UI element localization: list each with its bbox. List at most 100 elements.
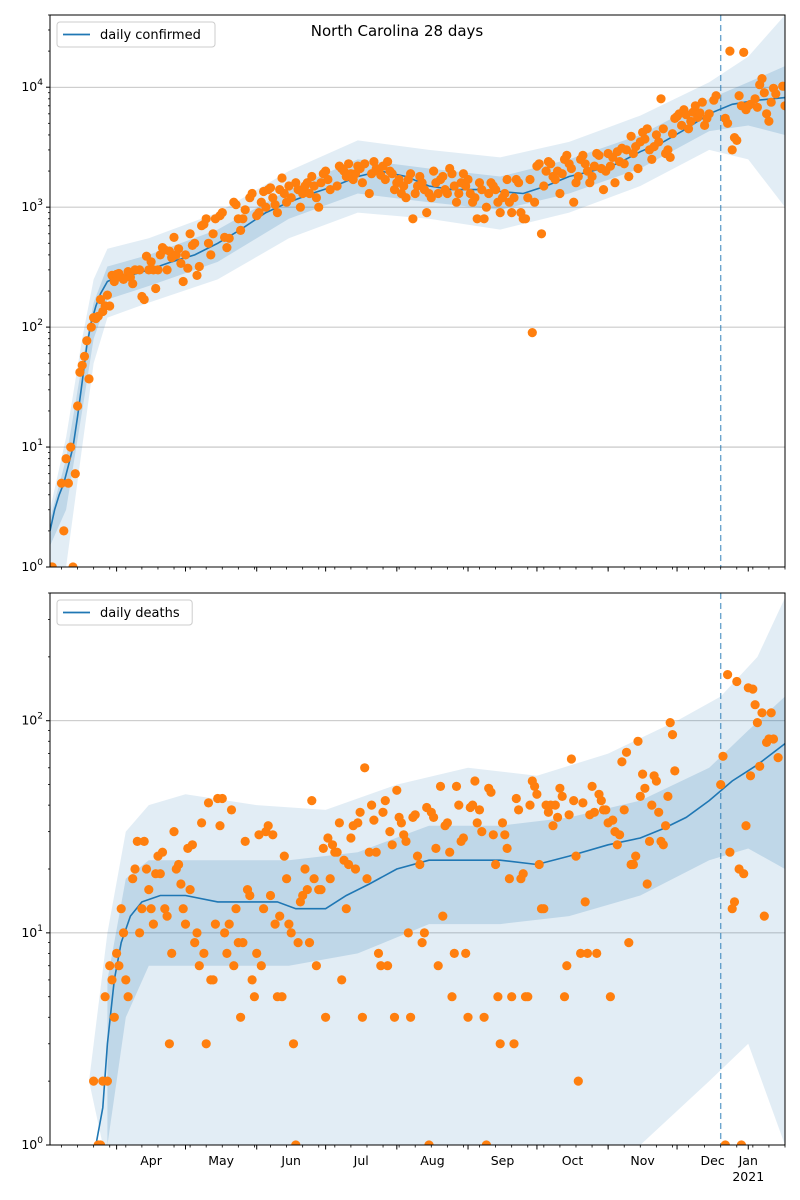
- observed-point: [596, 796, 606, 806]
- observed-point: [447, 992, 457, 1002]
- observed-point: [773, 753, 783, 763]
- observed-point: [139, 294, 149, 305]
- observed-point: [396, 818, 406, 828]
- observed-point: [695, 108, 705, 118]
- observed-point: [619, 805, 629, 815]
- observed-point: [757, 74, 767, 84]
- observed-point: [238, 214, 248, 224]
- observed-point: [295, 202, 305, 212]
- observed-point: [357, 178, 367, 188]
- observed-point: [757, 708, 767, 718]
- observed-point: [279, 188, 289, 199]
- observed-point: [383, 157, 393, 167]
- observed-point: [203, 238, 214, 248]
- observed-point: [429, 812, 439, 823]
- observed-point: [463, 1012, 473, 1022]
- observed-point: [346, 833, 356, 843]
- observed-point: [605, 992, 616, 1002]
- observed-point: [355, 807, 365, 817]
- y-tick-label: 103: [21, 198, 43, 214]
- observed-point: [109, 1012, 119, 1022]
- observed-point: [268, 193, 278, 203]
- observed-point: [470, 776, 480, 786]
- observed-point: [766, 97, 776, 107]
- observed-point: [725, 847, 735, 857]
- observed-point: [50, 562, 57, 567]
- observed-point: [550, 800, 560, 810]
- observed-point: [389, 1012, 400, 1022]
- x-tick-label: Jun: [280, 1153, 301, 1168]
- observed-point: [557, 791, 567, 802]
- y-tick-label: 102: [21, 712, 43, 728]
- observed-point: [112, 948, 122, 959]
- observed-point: [527, 328, 537, 338]
- observed-point: [360, 159, 370, 169]
- observed-point: [750, 94, 760, 104]
- observed-point: [658, 840, 668, 850]
- observed-point: [534, 159, 544, 169]
- observed-point: [284, 181, 294, 191]
- observed-point: [135, 265, 145, 275]
- observed-point: [633, 163, 643, 174]
- observed-point: [610, 178, 620, 188]
- observed-point: [162, 911, 172, 921]
- observed-point: [626, 131, 636, 141]
- observed-point: [190, 238, 200, 248]
- observed-point: [364, 847, 374, 857]
- observed-point: [495, 208, 505, 218]
- observed-point: [580, 897, 590, 907]
- observed-point: [725, 46, 735, 56]
- observed-point: [61, 454, 71, 464]
- observed-point: [624, 171, 634, 182]
- observed-point: [642, 879, 652, 889]
- observed-point: [185, 229, 195, 239]
- observed-point: [525, 174, 535, 185]
- observed-point: [321, 166, 331, 176]
- observed-point: [376, 961, 386, 971]
- observed-point: [509, 193, 519, 203]
- observed-point: [394, 174, 404, 185]
- observed-point: [215, 821, 225, 831]
- observed-point: [282, 874, 292, 884]
- observed-point: [654, 137, 664, 147]
- observed-point: [102, 1076, 112, 1086]
- observed-point: [105, 961, 115, 971]
- observed-point: [406, 169, 416, 179]
- observed-point: [373, 948, 384, 959]
- observed-point: [95, 1140, 106, 1145]
- x-tick-label: Dec: [701, 1153, 725, 1168]
- observed-point: [635, 791, 645, 802]
- observed-point: [259, 904, 269, 914]
- observed-point: [59, 526, 69, 536]
- observed-point: [389, 185, 400, 195]
- observed-point: [497, 818, 508, 828]
- observed-point: [406, 1012, 416, 1022]
- observed-point: [300, 864, 310, 874]
- observed-point: [130, 864, 140, 874]
- observed-point: [311, 193, 321, 203]
- observed-point: [474, 805, 485, 815]
- observed-point: [445, 847, 455, 857]
- observed-point: [318, 843, 328, 854]
- legend: daily confirmed: [56, 21, 216, 48]
- observed-point: [302, 885, 312, 895]
- observed-point: [633, 736, 643, 746]
- observed-point: [309, 874, 319, 884]
- observed-point: [417, 938, 427, 948]
- observed-point: [288, 1039, 299, 1049]
- observed-point: [316, 178, 326, 188]
- observed-point: [105, 301, 115, 311]
- observed-point: [70, 469, 80, 479]
- observed-point: [431, 843, 441, 854]
- observed-point: [723, 670, 733, 680]
- legend-box: [56, 21, 216, 48]
- observed-point: [477, 185, 487, 195]
- observed-point: [433, 961, 443, 971]
- observed-point: [745, 771, 756, 781]
- observed-point: [327, 840, 338, 850]
- observed-point: [201, 214, 211, 224]
- observed-point: [752, 102, 763, 112]
- observed-point: [401, 836, 411, 847]
- observed-point: [332, 847, 342, 857]
- observed-point: [605, 161, 616, 171]
